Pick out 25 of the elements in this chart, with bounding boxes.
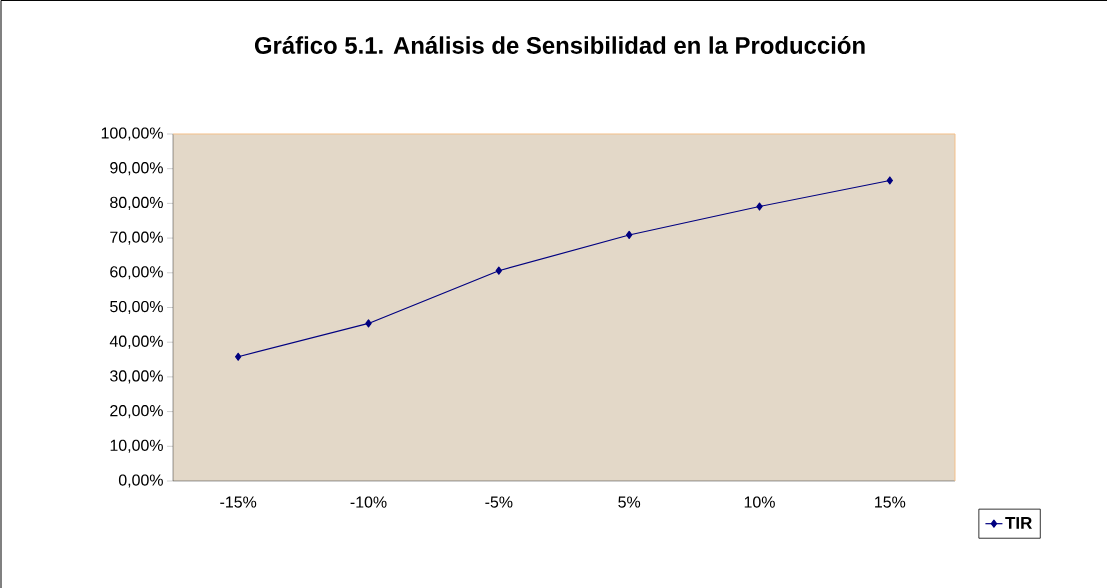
- point: [886, 176, 894, 185]
- point: [365, 319, 372, 328]
- chart-title: Gráfico 5.1. Análisis de Sensibilidad en la Producción: [254, 36, 865, 54]
- x-tick-label: 5%: [618, 496, 641, 508]
- y-tick-label: 0,00%: [118, 474, 163, 488]
- y-tick-label: 50,00%: [110, 300, 163, 315]
- y-tick-label: 90,00%: [110, 162, 163, 176]
- y-tick-label: 70,00%: [110, 231, 163, 245]
- y-tick-label: 40,00%: [109, 335, 163, 349]
- point: [495, 266, 503, 275]
- y-tick-label: 20,00%: [110, 405, 163, 419]
- legend-label: TIR: [1005, 517, 1032, 529]
- point: [625, 230, 633, 240]
- y-tick-label: 10,00%: [110, 439, 163, 453]
- y-tick-label: 60,00%: [110, 266, 163, 280]
- x-tick-label: -10%: [350, 496, 387, 508]
- x-tick-label: -15%: [220, 496, 257, 508]
- y-tick-label: 30,00%: [110, 370, 163, 384]
- point: [756, 202, 763, 211]
- point: [234, 352, 242, 361]
- x-tick-label: 15%: [875, 496, 906, 508]
- y-tick-label: 80,00%: [110, 196, 163, 210]
- x-tick-label: 10%: [744, 496, 775, 508]
- y-tick-label: 100,00%: [101, 127, 163, 141]
- x-tick-label: -5%: [485, 496, 513, 508]
